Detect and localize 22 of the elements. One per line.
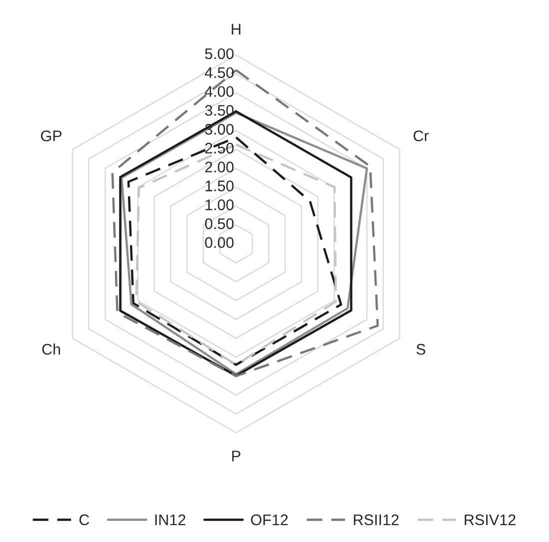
legend-label: RSII12 <box>354 514 399 526</box>
y-tick-label: 2.50 <box>205 142 234 154</box>
spoke-label: Cr <box>414 130 429 142</box>
y-tick-label: 3.00 <box>205 124 234 135</box>
y-tick-label: 4.50 <box>204 67 234 78</box>
y-tick-label: 4.00 <box>204 86 234 97</box>
y-tick-label: 2.00 <box>205 162 234 172</box>
spoke-label: GP <box>40 130 62 142</box>
spoke-label: Ch <box>42 343 60 355</box>
y-tick-label: 1.00 <box>206 199 234 210</box>
y-tick-label: 5.00 <box>205 48 234 60</box>
y-tick-label: 3.50 <box>205 104 234 116</box>
spoke-label: P <box>232 450 240 462</box>
spoke-label: H <box>232 24 240 34</box>
y-tick-label: 0.50 <box>205 218 234 230</box>
spoke-label: S <box>416 344 426 355</box>
legend-label: C <box>79 514 90 526</box>
legend-label: RSIV12 <box>464 514 516 526</box>
y-tick-label: 1.50 <box>206 180 234 192</box>
legend-label: IN12 <box>155 514 186 526</box>
legend-label: OF12 <box>251 514 288 526</box>
y-tick-label: 0.00 <box>205 237 234 248</box>
